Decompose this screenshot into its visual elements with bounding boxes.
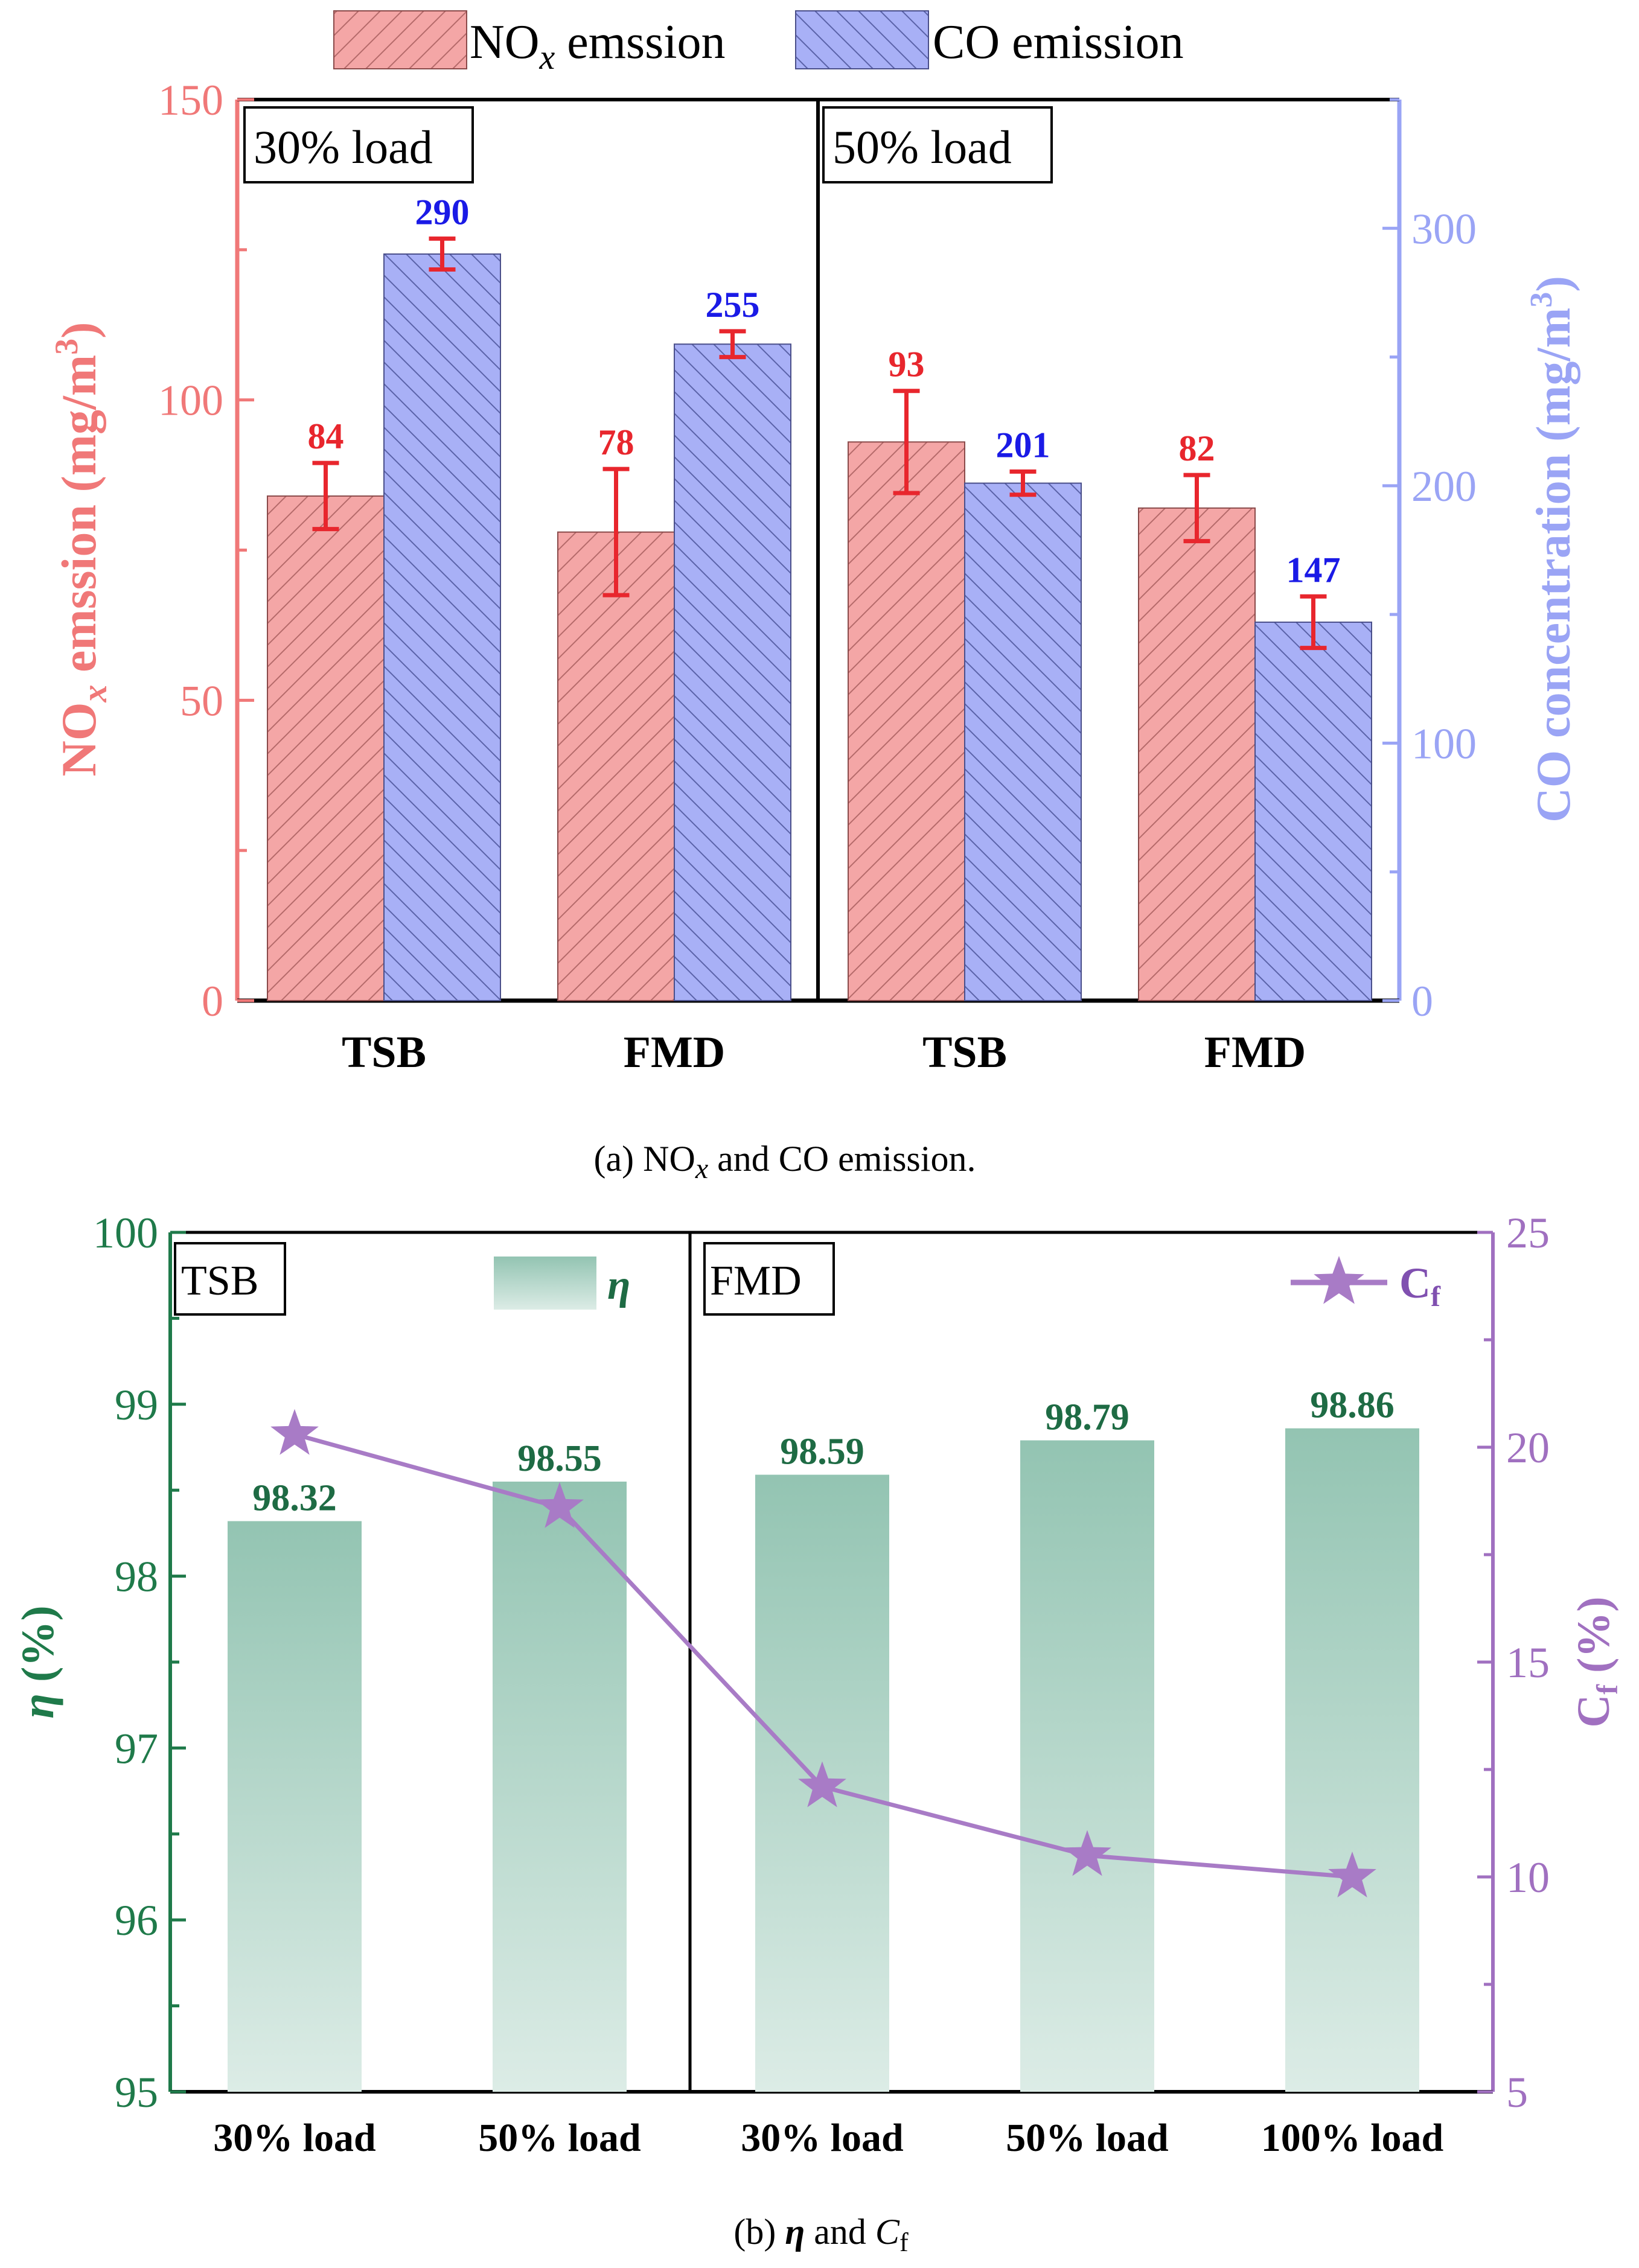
- left-tick-label: 97: [115, 1724, 158, 1773]
- value-label-eta: 98.86: [1310, 1385, 1395, 1426]
- chart-a-panel-box-2: [822, 106, 1053, 183]
- chart-b-value-labels: 98.32 98.55 98.59 98.79 98.86: [252, 1385, 1395, 1519]
- left-tick-label: 96: [115, 1896, 158, 1945]
- chart-a: NOx emssion CO emission 0 50 100 150 0 100 20…: [48, 10, 1580, 1185]
- legend-nox-swatch: [333, 10, 467, 69]
- left-tick-label: 100: [93, 1209, 158, 1257]
- category-label: 50% load: [1006, 2116, 1169, 2160]
- category-label: 30% load: [741, 2116, 904, 2160]
- chart-b-category-labels: 30% load 50% load 30% load 50% load 100% loa…: [213, 2116, 1443, 2160]
- left-tick-label: 0: [202, 977, 223, 1025]
- value-label-eta: 98.32: [252, 1477, 337, 1518]
- value-label-eta: 98.55: [517, 1438, 602, 1479]
- value-label-nox: 82: [1179, 428, 1215, 468]
- bar-eta: [493, 1481, 627, 2092]
- right-tick-label: 100: [1411, 719, 1477, 768]
- value-label-nox: 78: [598, 422, 634, 462]
- cf-star-marker: [1328, 1852, 1376, 1897]
- chart-a-left-ticks: 0 50 100 150: [158, 76, 254, 1025]
- chart-b-bars: [228, 1428, 1419, 2092]
- chart-b-panel-label-2: FMD: [710, 1258, 802, 1304]
- chart-a-panel-label-2: 50% load: [832, 121, 1012, 173]
- chart-b-right-ticks: 5 10 15 20 25: [1477, 1209, 1550, 2117]
- left-tick-label: 100: [158, 377, 223, 425]
- chart-a-caption: (a) NOx and CO emission.: [594, 1139, 976, 1185]
- left-tick-label: 50: [180, 677, 223, 725]
- legend-cf-star-icon: [1314, 1256, 1364, 1304]
- chart-b-caption: (b) η and Cf: [733, 2212, 909, 2257]
- legend-eta-label: η: [607, 1262, 630, 1308]
- category-label: 50% load: [478, 2116, 641, 2160]
- right-tick-label: 15: [1506, 1639, 1550, 1687]
- value-label-eta: 98.59: [780, 1432, 864, 1473]
- bar-co: [964, 482, 1082, 1001]
- cf-star-marker: [798, 1761, 846, 1808]
- chart-a-value-labels: 84 290 78 255 93 201 82 147: [308, 192, 1341, 590]
- right-tick-label: 300: [1411, 205, 1477, 253]
- legend-co-label: CO emission: [933, 16, 1184, 69]
- right-tick-label: 25: [1506, 1209, 1550, 1257]
- left-tick-label: 99: [115, 1381, 158, 1429]
- category-label: 30% load: [213, 2116, 376, 2160]
- value-label-co: 290: [415, 192, 470, 232]
- value-label-co: 255: [706, 285, 760, 325]
- bar-nox: [267, 495, 385, 1001]
- bar-co: [1254, 621, 1372, 1001]
- bar-co: [674, 343, 791, 1002]
- chart-b-right-axis-title: Cf (%): [1568, 1596, 1624, 1727]
- chart-a-left-axis-title: NOx emssion (mg/m3): [48, 322, 114, 777]
- bar-nox: [1138, 507, 1256, 1001]
- value-label-co: 201: [996, 425, 1050, 465]
- value-label-eta: 98.79: [1045, 1397, 1129, 1438]
- bar-eta: [1020, 1440, 1154, 2092]
- category-label: TSB: [922, 1028, 1007, 1077]
- right-tick-label: 5: [1506, 2068, 1528, 2117]
- right-tick-label: 200: [1411, 462, 1477, 511]
- chart-a-panel-label-1: 30% load: [254, 121, 433, 173]
- legend-eta-swatch: [494, 1257, 596, 1310]
- category-label: TSB: [342, 1028, 426, 1077]
- chart-b-panel-box-2: [703, 1242, 835, 1316]
- chart-b-panel-box-1: [174, 1242, 286, 1316]
- left-tick-label: 95: [115, 2068, 158, 2117]
- right-tick-label: 20: [1506, 1424, 1550, 1472]
- legend-nox-label: NOx emssion: [470, 16, 726, 77]
- cf-star-marker: [535, 1482, 584, 1528]
- value-label-nox: 93: [889, 345, 925, 384]
- category-label: 100% load: [1261, 2116, 1444, 2160]
- chart-b-left-ticks: 95 96 97 98 99 100: [93, 1209, 186, 2117]
- chart-a-category-labels: TSB FMD TSB FMD: [342, 1028, 1306, 1077]
- right-tick-label: 10: [1506, 1853, 1550, 1902]
- chart-b-left-axis-title: η (%): [13, 1605, 63, 1718]
- left-tick-label: 150: [158, 76, 223, 124]
- right-tick-label: 0: [1411, 977, 1433, 1025]
- chart-b-panel-label-1: TSB: [181, 1258, 258, 1304]
- cf-star-marker: [1063, 1830, 1111, 1876]
- chart-b: 95 96 97 98 99 100 5 10 15 20 25 TSB FMD η Cf 98.…: [13, 1209, 1624, 2257]
- bar-co: [383, 253, 501, 1001]
- value-label-nox: 84: [308, 416, 344, 456]
- bar-eta: [1285, 1428, 1419, 2092]
- legend-cf-label: Cf: [1399, 1259, 1441, 1313]
- chart-a-right-ticks: 0 100 200 300: [1382, 98, 1477, 1025]
- chart-b-line-series: [270, 1409, 1376, 1897]
- category-label: FMD: [1204, 1028, 1306, 1077]
- chart-a-panel-box-1: [243, 106, 474, 183]
- legend-co-swatch: [795, 10, 929, 69]
- category-label: FMD: [624, 1028, 726, 1077]
- chart-a-error-bars: [312, 236, 1327, 651]
- value-label-co: 147: [1286, 550, 1341, 590]
- bar-nox: [557, 531, 675, 1001]
- chart-a-bars: [267, 253, 1372, 1002]
- cf-star-marker: [270, 1409, 319, 1455]
- chart-a-right-axis-title: CO concentration (mg/m3): [1524, 276, 1580, 823]
- chart-a-legend: NOx emssion CO emission: [333, 10, 1184, 77]
- bar-eta: [228, 1521, 362, 2092]
- left-tick-label: 98: [115, 1553, 158, 1601]
- bar-nox: [848, 441, 965, 1001]
